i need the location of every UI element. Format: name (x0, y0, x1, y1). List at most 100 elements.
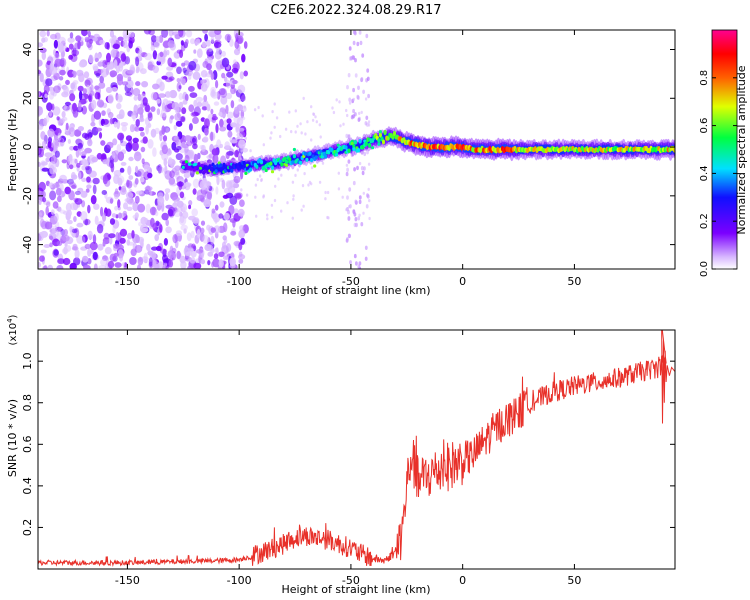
heatmap-noise-blob (226, 71, 234, 78)
heatmap-noise-blob (187, 264, 194, 269)
heatmap-noise-blob (86, 176, 91, 183)
heatmap-noise-blob (324, 190, 327, 195)
heatmap-noise-blob (38, 181, 46, 192)
heatmap-noise-blob (92, 65, 99, 72)
heatmap-noise-blob (67, 37, 75, 43)
heatmap-noise-blob (337, 155, 341, 159)
heatmap-y-tick-label: -40 (21, 236, 34, 254)
heatmap-noise-blob (120, 122, 129, 127)
heatmap-noise-blob (92, 184, 97, 195)
heatmap-noise-blob (239, 116, 246, 121)
heatmap-noise-blob (122, 39, 128, 49)
heatmap-noise-blob (75, 148, 80, 158)
heatmap-noise-blob (155, 245, 162, 252)
heatmap-noise-blob (368, 216, 371, 221)
snr-x-ticks: -150 -100 -50 0 50 (115, 330, 581, 587)
heatmap-noise-blob (134, 195, 140, 204)
heatmap-noise-blob (168, 177, 176, 185)
heatmap-noise-blob (216, 47, 222, 55)
heatmap-noise-blob (141, 158, 145, 165)
heatmap-noise-blob (57, 132, 62, 141)
heatmap-noise-blob (364, 245, 368, 250)
heatmap-noise-blob (230, 86, 236, 95)
heatmap-noise-blob (222, 235, 227, 241)
heatmap-noise-blob (81, 105, 88, 115)
heatmap-noise-blob (94, 215, 99, 225)
heatmap-noise-blob (81, 236, 86, 244)
heatmap-noise-blob (364, 256, 368, 261)
heatmap-noise-blob (46, 102, 53, 112)
heatmap-noise-blob (71, 228, 78, 234)
heatmap-noise-blob (154, 127, 160, 134)
heatmap-noise-blob (257, 105, 260, 110)
heatmap-noise-blob (223, 212, 230, 221)
heatmap-noise-blob (98, 265, 107, 269)
heatmap-noise-blob (91, 99, 97, 110)
heatmap-noise-blob (200, 259, 206, 265)
heatmap-noise-blob (363, 151, 367, 157)
heatmap-noise-blob (226, 181, 233, 190)
heatmap-ridge-core (371, 146, 375, 150)
heatmap-noise-blob (63, 104, 67, 110)
heatmap-noise-blob (87, 204, 91, 214)
snr-y-tick-label: 0.4 (21, 477, 34, 495)
heatmap-noise-blob (77, 40, 81, 50)
heatmap-noise-blob (57, 258, 65, 265)
heatmap-noise-blob (180, 224, 188, 231)
heatmap-noise-blob (234, 106, 240, 115)
heatmap-noise-blob (137, 49, 143, 57)
heatmap-noise-blob (346, 167, 349, 172)
heatmap-noise-blob (142, 136, 148, 144)
heatmap-ridge-core (367, 142, 372, 148)
heatmap-ridge-core (209, 167, 213, 172)
heatmap-noise-blob (223, 222, 228, 233)
heatmap-noise-blob (304, 132, 307, 136)
heatmap-noise-blob (357, 216, 361, 221)
heatmap-noise-blob (240, 188, 243, 192)
heatmap-noise-blob (358, 199, 362, 205)
heatmap-noise-blob (348, 205, 351, 209)
heatmap-noise-blob (135, 190, 143, 195)
heatmap-noise-blob (67, 73, 74, 78)
heatmap-noise-blob (152, 83, 160, 90)
heatmap-noise-blob (49, 61, 55, 69)
heatmap-ridge-core (358, 139, 362, 144)
heatmap-noise-blob (316, 144, 320, 149)
heatmap-noise-blob (148, 257, 153, 267)
heatmap-noise-blob (74, 190, 81, 196)
heatmap-ridge-core (383, 129, 387, 136)
heatmap-noise-blob (256, 177, 259, 182)
heatmap-noise-blob (61, 234, 70, 242)
heatmap-ridge-core (228, 165, 232, 170)
heatmap-noise-blob (143, 164, 150, 172)
heatmap-noise-blob (91, 156, 98, 163)
heatmap-noise-blob (152, 222, 157, 231)
heatmap-noise-blob (181, 62, 186, 67)
heatmap-noise-blob (335, 98, 338, 102)
heatmap-noise-blob (51, 229, 59, 238)
heatmap-noise-blob (50, 33, 57, 40)
heatmap-noise-blob (222, 255, 230, 261)
heatmap-noise-blob (151, 246, 158, 251)
heatmap-noise-blob (318, 123, 321, 127)
heatmap-noise-blob (132, 214, 139, 219)
heatmap-noise-blob (214, 41, 222, 49)
heatmap-noise-blob (208, 30, 217, 38)
heatmap-noise-blob (147, 139, 154, 149)
heatmap-noise-blob (193, 262, 202, 269)
heatmap-noise-blob (126, 69, 134, 74)
heatmap-ridge-core (264, 168, 268, 173)
heatmap-noise-blob (232, 172, 237, 179)
heatmap-noise-blob (134, 125, 140, 132)
heatmap-noise-blob (176, 66, 182, 75)
heatmap-noise-blob (202, 235, 210, 244)
heatmap-noise-blob (157, 164, 162, 174)
heatmap-noise-blob (337, 187, 341, 191)
heatmap-noise-blob (168, 30, 174, 37)
heatmap-noise-blob (98, 81, 106, 89)
heatmap-noise-blob (184, 93, 189, 102)
snr-x-tick-label: -100 (227, 574, 252, 587)
heatmap-noise-blob (43, 244, 51, 248)
heatmap-noise-blob (352, 180, 356, 186)
heatmap-noise-blob (144, 52, 153, 61)
